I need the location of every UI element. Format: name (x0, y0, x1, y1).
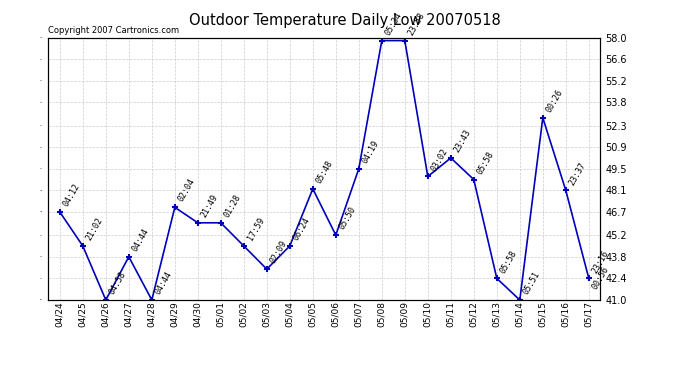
Text: 05:58: 05:58 (475, 150, 496, 176)
Text: 05:34: 05:34 (384, 10, 404, 37)
Text: 21:02: 21:02 (85, 216, 105, 242)
Text: 21:49: 21:49 (199, 193, 220, 219)
Text: 05:50: 05:50 (337, 205, 358, 231)
Text: 02:04: 02:04 (177, 177, 197, 204)
Text: Copyright 2007 Cartronics.com: Copyright 2007 Cartronics.com (48, 26, 179, 35)
Text: 23:43: 23:43 (453, 128, 473, 154)
Text: 04:12: 04:12 (61, 182, 82, 208)
Text: 01:28: 01:28 (223, 193, 243, 219)
Text: 05:51: 05:51 (522, 270, 542, 296)
Text: 23:16: 23:16 (591, 248, 611, 274)
Text: 23:58: 23:58 (406, 10, 427, 37)
Text: 06:24: 06:24 (292, 216, 312, 242)
Text: 00:26: 00:26 (544, 88, 565, 114)
Text: 00:56: 00:56 (591, 265, 611, 291)
Text: 05:48: 05:48 (315, 159, 335, 185)
Text: 03:02: 03:02 (430, 147, 450, 172)
Text: 05:58: 05:58 (499, 248, 519, 274)
Text: 04:58: 04:58 (108, 270, 128, 296)
Text: 04:44: 04:44 (154, 270, 174, 296)
Text: 04:19: 04:19 (361, 139, 381, 165)
Text: Outdoor Temperature Daily Low 20070518: Outdoor Temperature Daily Low 20070518 (189, 13, 501, 28)
Text: 02:09: 02:09 (268, 239, 289, 265)
Text: 04:44: 04:44 (130, 227, 151, 253)
Text: 17:59: 17:59 (246, 216, 266, 242)
Text: 23:37: 23:37 (568, 160, 588, 186)
